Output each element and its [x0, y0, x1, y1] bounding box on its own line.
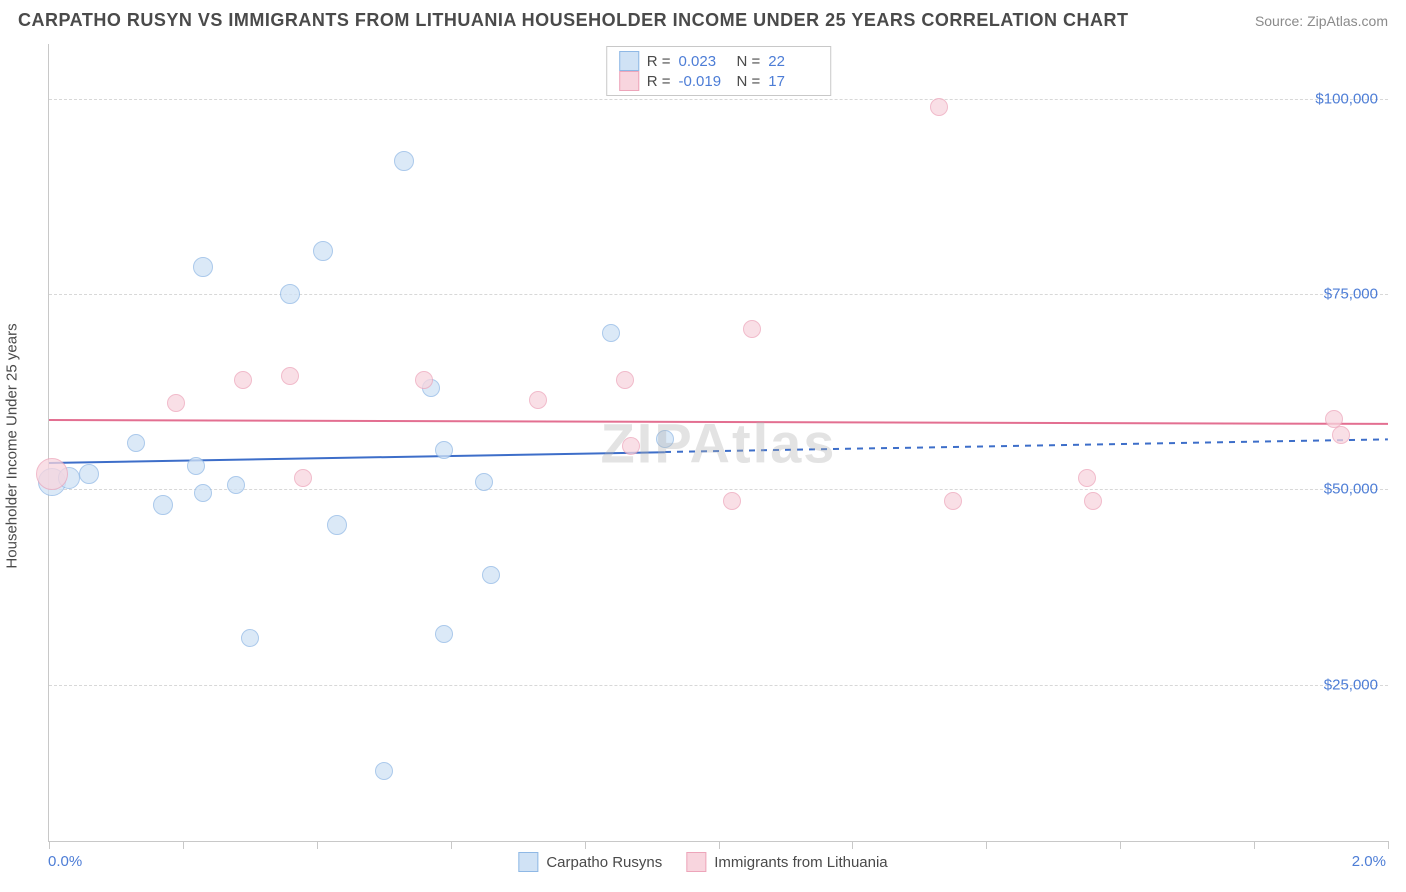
y-tick-label: $50,000: [1324, 481, 1378, 498]
x-axis-min-label: 0.0%: [48, 853, 82, 870]
gridline: [49, 489, 1388, 490]
legend-swatch: [619, 51, 639, 71]
data-point: [743, 320, 761, 338]
data-point: [193, 257, 213, 277]
data-point: [187, 457, 205, 475]
data-point: [622, 437, 640, 455]
legend-label: Immigrants from Lithuania: [714, 854, 887, 871]
chart-source: Source: ZipAtlas.com: [1255, 13, 1388, 29]
x-tick: [585, 841, 586, 849]
data-point: [194, 484, 212, 502]
r-value: 0.023: [679, 53, 729, 70]
scatter-plot-area: ZIPAtlas R =0.023N =22R =-0.019N =17 $25…: [48, 44, 1388, 842]
data-point: [79, 464, 99, 484]
data-point: [475, 473, 493, 491]
trend-line: [665, 439, 1388, 454]
x-tick: [719, 841, 720, 849]
data-point: [153, 495, 173, 515]
gridline: [49, 99, 1388, 100]
legend-swatch: [686, 852, 706, 872]
data-point: [435, 441, 453, 459]
series-legend: Carpatho Rusyns Immigrants from Lithuania: [518, 852, 887, 872]
n-label: N =: [737, 53, 761, 70]
data-point: [482, 566, 500, 584]
data-point: [294, 469, 312, 487]
data-point: [313, 241, 333, 261]
x-tick: [986, 841, 987, 849]
y-tick-label: $25,000: [1324, 676, 1378, 693]
n-value: 17: [768, 73, 818, 90]
x-tick: [852, 841, 853, 849]
trend-line: [49, 451, 665, 464]
n-label: N =: [737, 73, 761, 90]
data-point: [415, 371, 433, 389]
chart-header: CARPATHO RUSYN VS IMMIGRANTS FROM LITHUA…: [0, 0, 1406, 39]
legend-swatch: [619, 71, 639, 91]
data-point: [1084, 492, 1102, 510]
legend-swatch: [518, 852, 538, 872]
data-point: [327, 515, 347, 535]
legend-item: Carpatho Rusyns: [518, 852, 662, 872]
data-point: [227, 476, 245, 494]
y-tick-label: $75,000: [1324, 286, 1378, 303]
data-point: [127, 434, 145, 452]
r-label: R =: [647, 73, 671, 90]
x-tick: [183, 841, 184, 849]
data-point: [723, 492, 741, 510]
r-label: R =: [647, 53, 671, 70]
data-point: [435, 625, 453, 643]
data-point: [944, 492, 962, 510]
data-point: [930, 98, 948, 116]
y-axis-title: Householder Income Under 25 years: [4, 323, 21, 568]
data-point: [280, 284, 300, 304]
legend-label: Carpatho Rusyns: [546, 854, 662, 871]
x-tick: [317, 841, 318, 849]
x-axis-max-label: 2.0%: [1352, 853, 1386, 870]
trend-line: [49, 419, 1388, 425]
data-point: [616, 371, 634, 389]
stats-row: R = 0.023 N = 22: [619, 51, 819, 71]
x-tick: [451, 841, 452, 849]
y-tick-label: $100,000: [1315, 90, 1378, 107]
data-point: [167, 394, 185, 412]
r-value: -0.019: [679, 73, 729, 90]
gridline: [49, 685, 1388, 686]
data-point: [602, 324, 620, 342]
stats-row: R = -0.019 N = 17: [619, 71, 819, 91]
data-point: [1332, 426, 1350, 444]
data-point: [394, 151, 414, 171]
data-point: [656, 430, 674, 448]
data-point: [529, 391, 547, 409]
stats-legend: R = 0.023 N = 22 R = -0.019 N = 17: [606, 46, 832, 96]
x-tick: [1388, 841, 1389, 849]
data-point: [234, 371, 252, 389]
data-point: [241, 629, 259, 647]
legend-item: Immigrants from Lithuania: [686, 852, 887, 872]
data-point: [281, 367, 299, 385]
data-point: [375, 762, 393, 780]
chart-title: CARPATHO RUSYN VS IMMIGRANTS FROM LITHUA…: [18, 10, 1129, 31]
data-point: [36, 458, 68, 490]
n-value: 22: [768, 53, 818, 70]
gridline: [49, 294, 1388, 295]
x-tick: [1254, 841, 1255, 849]
x-tick: [1120, 841, 1121, 849]
data-point: [1078, 469, 1096, 487]
x-tick: [49, 841, 50, 849]
